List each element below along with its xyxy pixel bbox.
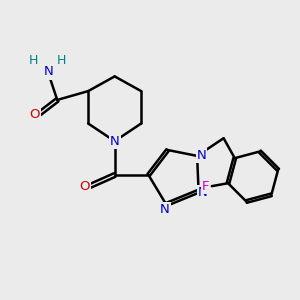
Text: O: O <box>29 108 40 121</box>
Text: N: N <box>197 149 206 162</box>
Text: N: N <box>160 203 169 216</box>
Text: N: N <box>44 65 53 79</box>
Text: H: H <box>57 54 66 67</box>
Text: O: O <box>80 180 90 193</box>
Text: N: N <box>110 135 119 148</box>
Text: F: F <box>202 180 209 193</box>
Text: H: H <box>29 54 38 67</box>
Text: N: N <box>198 186 208 199</box>
